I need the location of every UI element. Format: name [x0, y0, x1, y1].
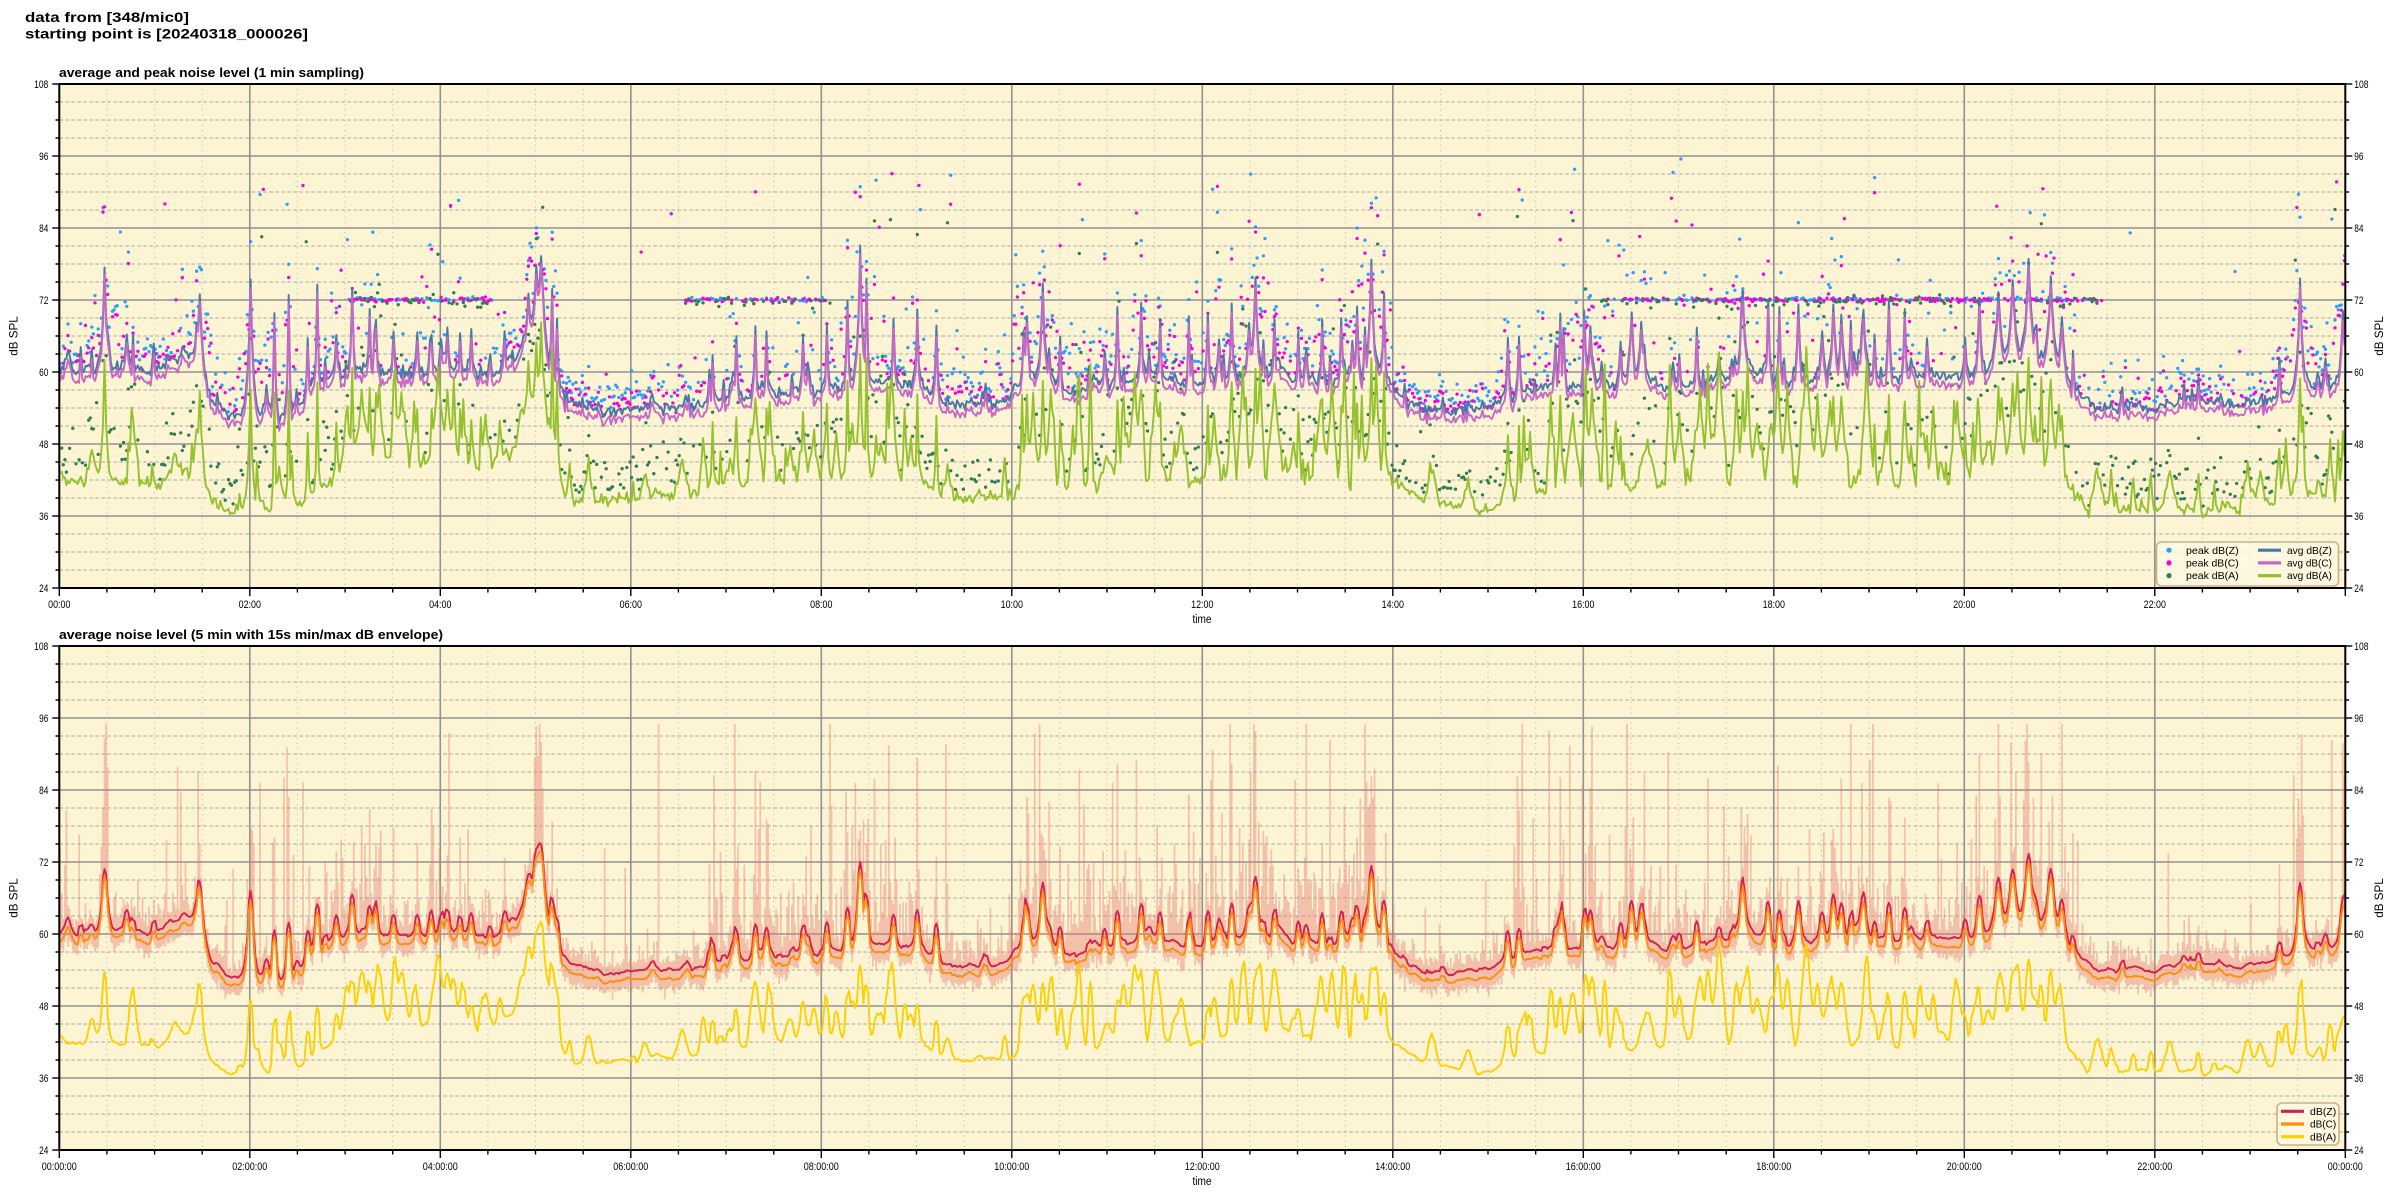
- svg-text:20:00:00: 20:00:00: [1947, 1161, 1982, 1173]
- svg-text:10:00: 10:00: [1001, 599, 1023, 611]
- svg-text:84: 84: [39, 785, 48, 797]
- svg-text:108: 108: [2354, 79, 2368, 91]
- svg-text:72: 72: [2354, 295, 2363, 307]
- svg-text:60: 60: [2354, 367, 2363, 379]
- svg-text:dB SPL: dB SPL: [7, 878, 21, 918]
- svg-text:14:00: 14:00: [1382, 599, 1404, 611]
- svg-text:avg dB(C): avg dB(C): [2287, 558, 2332, 570]
- svg-text:108: 108: [34, 79, 48, 91]
- svg-text:108: 108: [34, 641, 48, 653]
- svg-text:36: 36: [2354, 511, 2363, 523]
- svg-text:24: 24: [2354, 1145, 2363, 1157]
- svg-text:36: 36: [39, 1073, 48, 1085]
- svg-text:18:00:00: 18:00:00: [1756, 1161, 1791, 1173]
- svg-text:dB(Z): dB(Z): [2310, 1106, 2336, 1118]
- svg-text:72: 72: [2354, 857, 2363, 869]
- svg-text:04:00:00: 04:00:00: [423, 1161, 458, 1173]
- svg-text:96: 96: [39, 713, 48, 725]
- svg-text:08:00: 08:00: [810, 599, 832, 611]
- svg-text:average noise level (5 min wit: average noise level (5 min with 15s min/…: [59, 627, 443, 642]
- svg-text:20:00: 20:00: [1953, 599, 1975, 611]
- svg-text:00:00:00: 00:00:00: [42, 1161, 77, 1173]
- svg-text:48: 48: [2354, 1001, 2363, 1013]
- svg-text:36: 36: [39, 511, 48, 523]
- svg-text:84: 84: [39, 223, 48, 235]
- svg-text:avg dB(A): avg dB(A): [2287, 570, 2332, 582]
- svg-text:02:00:00: 02:00:00: [232, 1161, 267, 1173]
- svg-text:dB SPL: dB SPL: [2372, 878, 2386, 918]
- svg-text:60: 60: [2354, 929, 2363, 941]
- svg-text:data from [348/mic0]: data from [348/mic0]: [25, 9, 189, 25]
- svg-text:peak dB(C): peak dB(C): [2186, 558, 2239, 570]
- svg-text:00:00: 00:00: [48, 599, 70, 611]
- svg-text:96: 96: [2354, 151, 2363, 163]
- svg-text:108: 108: [2354, 641, 2368, 653]
- svg-text:10:00:00: 10:00:00: [994, 1161, 1029, 1173]
- svg-text:average and peak noise level (: average and peak noise level (1 min samp…: [59, 65, 364, 80]
- svg-text:dB(C): dB(C): [2310, 1119, 2336, 1131]
- svg-text:22:00:00: 22:00:00: [2137, 1161, 2172, 1173]
- svg-text:06:00:00: 06:00:00: [613, 1161, 648, 1173]
- svg-text:starting point is [20240318_00: starting point is [20240318_000026]: [25, 26, 308, 42]
- svg-text:14:00:00: 14:00:00: [1375, 1161, 1410, 1173]
- svg-text:96: 96: [39, 151, 48, 163]
- svg-text:08:00:00: 08:00:00: [804, 1161, 839, 1173]
- svg-text:24: 24: [39, 1145, 48, 1157]
- svg-text:04:00: 04:00: [429, 599, 451, 611]
- svg-text:time: time: [1193, 614, 1212, 626]
- svg-text:12:00:00: 12:00:00: [1185, 1161, 1220, 1173]
- svg-text:16:00:00: 16:00:00: [1566, 1161, 1601, 1173]
- svg-text:60: 60: [39, 367, 48, 379]
- svg-text:16:00: 16:00: [1572, 599, 1594, 611]
- svg-text:48: 48: [2354, 439, 2363, 451]
- svg-text:72: 72: [39, 295, 48, 307]
- svg-text:dB(A): dB(A): [2310, 1131, 2336, 1143]
- svg-text:18:00: 18:00: [1763, 599, 1785, 611]
- svg-text:84: 84: [2354, 785, 2363, 797]
- svg-text:24: 24: [39, 583, 48, 595]
- svg-text:dB SPL: dB SPL: [7, 316, 21, 356]
- svg-text:avg dB(Z): avg dB(Z): [2287, 545, 2332, 557]
- svg-text:48: 48: [39, 439, 48, 451]
- svg-text:24: 24: [2354, 583, 2363, 595]
- svg-text:60: 60: [39, 929, 48, 941]
- svg-text:36: 36: [2354, 1073, 2363, 1085]
- svg-text:peak dB(Z): peak dB(Z): [2186, 545, 2239, 557]
- svg-text:00:00:00: 00:00:00: [2328, 1161, 2363, 1173]
- svg-text:peak dB(A): peak dB(A): [2186, 570, 2239, 582]
- svg-text:72: 72: [39, 857, 48, 869]
- svg-text:12:00: 12:00: [1191, 599, 1213, 611]
- svg-text:96: 96: [2354, 713, 2363, 725]
- svg-text:84: 84: [2354, 223, 2363, 235]
- svg-text:06:00: 06:00: [620, 599, 642, 611]
- svg-text:02:00: 02:00: [239, 599, 261, 611]
- svg-text:dB SPL: dB SPL: [2372, 316, 2386, 356]
- svg-text:48: 48: [39, 1001, 48, 1013]
- svg-text:22:00: 22:00: [2144, 599, 2166, 611]
- svg-text:time: time: [1193, 1176, 1212, 1188]
